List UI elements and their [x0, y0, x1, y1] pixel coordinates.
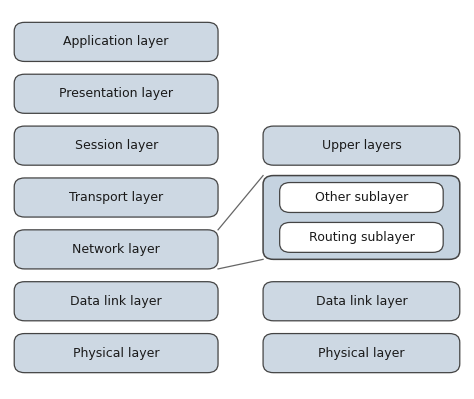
- FancyBboxPatch shape: [14, 282, 218, 321]
- FancyBboxPatch shape: [280, 183, 443, 212]
- Text: Application layer: Application layer: [64, 36, 169, 48]
- Text: Network layer: Network layer: [72, 243, 160, 256]
- Text: Presentation layer: Presentation layer: [59, 87, 173, 100]
- Text: Other sublayer: Other sublayer: [315, 191, 408, 204]
- FancyBboxPatch shape: [263, 126, 460, 165]
- FancyBboxPatch shape: [263, 282, 460, 321]
- Text: Routing sublayer: Routing sublayer: [309, 231, 414, 244]
- FancyBboxPatch shape: [263, 176, 460, 259]
- Text: Session layer: Session layer: [74, 139, 158, 152]
- Text: Data link layer: Data link layer: [70, 295, 162, 308]
- FancyBboxPatch shape: [263, 334, 460, 373]
- Text: Physical layer: Physical layer: [73, 347, 159, 359]
- FancyBboxPatch shape: [14, 230, 218, 269]
- Text: Transport layer: Transport layer: [69, 191, 163, 204]
- FancyBboxPatch shape: [14, 22, 218, 61]
- FancyBboxPatch shape: [14, 74, 218, 113]
- FancyBboxPatch shape: [280, 222, 443, 252]
- FancyBboxPatch shape: [14, 334, 218, 373]
- Text: Physical layer: Physical layer: [318, 347, 405, 359]
- FancyBboxPatch shape: [14, 178, 218, 217]
- FancyBboxPatch shape: [14, 126, 218, 165]
- Text: Data link layer: Data link layer: [316, 295, 407, 308]
- Text: Upper layers: Upper layers: [321, 139, 401, 152]
